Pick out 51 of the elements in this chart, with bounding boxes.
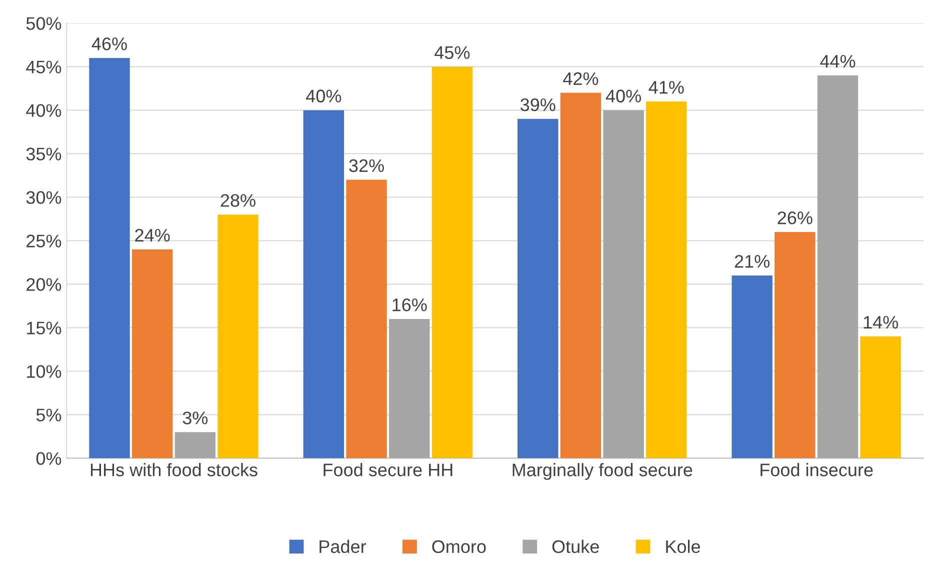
y-tick-label: 20% bbox=[26, 278, 62, 291]
y-tick-label: 10% bbox=[27, 365, 62, 378]
bar bbox=[603, 110, 644, 458]
bar bbox=[432, 66, 473, 458]
text: 39% bbox=[520, 98, 556, 112]
bar bbox=[218, 214, 258, 458]
y-tick-label: 0% bbox=[36, 452, 62, 465]
text: 42% bbox=[563, 72, 598, 85]
x-tick-label: Food secure HH bbox=[324, 463, 452, 476]
text: 26% bbox=[778, 211, 812, 224]
bar bbox=[646, 102, 687, 458]
y-tick-label: 25% bbox=[26, 234, 62, 248]
bar bbox=[560, 92, 602, 458]
text: 45% bbox=[434, 46, 470, 59]
bar bbox=[860, 336, 901, 458]
y-tick-label: 35% bbox=[26, 148, 62, 160]
text: 21% bbox=[734, 254, 770, 268]
text: 28% bbox=[220, 194, 256, 207]
text: 44% bbox=[820, 54, 856, 68]
text: 46% bbox=[92, 37, 127, 50]
y-tick-label: 5% bbox=[36, 408, 62, 422]
y-tick-label: 30% bbox=[26, 191, 62, 204]
legend-label: Omoro bbox=[432, 540, 486, 554]
bar bbox=[303, 110, 344, 458]
bar bbox=[774, 232, 816, 458]
bar bbox=[89, 58, 130, 458]
x-tick-label: HHs with food stocks bbox=[90, 463, 258, 476]
x-tick-label: Food insecure bbox=[760, 463, 873, 476]
bar bbox=[389, 319, 430, 458]
text: 32% bbox=[349, 159, 384, 172]
legend-label: Pader bbox=[320, 540, 366, 554]
text: 16% bbox=[392, 298, 427, 312]
text: 14% bbox=[864, 316, 898, 329]
x-tick-label: Marginally food secure bbox=[512, 463, 692, 480]
bar bbox=[174, 432, 216, 458]
text: 40% bbox=[306, 90, 342, 102]
text: 40% bbox=[606, 90, 641, 102]
y-tick-label: 15% bbox=[27, 322, 62, 334]
bar bbox=[817, 75, 858, 458]
bar bbox=[132, 249, 173, 458]
bar bbox=[346, 180, 387, 458]
y-tick-label: 50% bbox=[26, 17, 62, 30]
legend-label: Kole bbox=[666, 540, 700, 554]
bar bbox=[732, 276, 772, 458]
text: 41% bbox=[648, 81, 684, 94]
text: 24% bbox=[135, 228, 170, 242]
legend-label: Otuke bbox=[552, 540, 599, 554]
y-tick-label: 45% bbox=[26, 60, 62, 74]
y-tick-label: 40% bbox=[26, 104, 62, 117]
bar bbox=[518, 118, 558, 458]
text: 3% bbox=[182, 412, 208, 424]
